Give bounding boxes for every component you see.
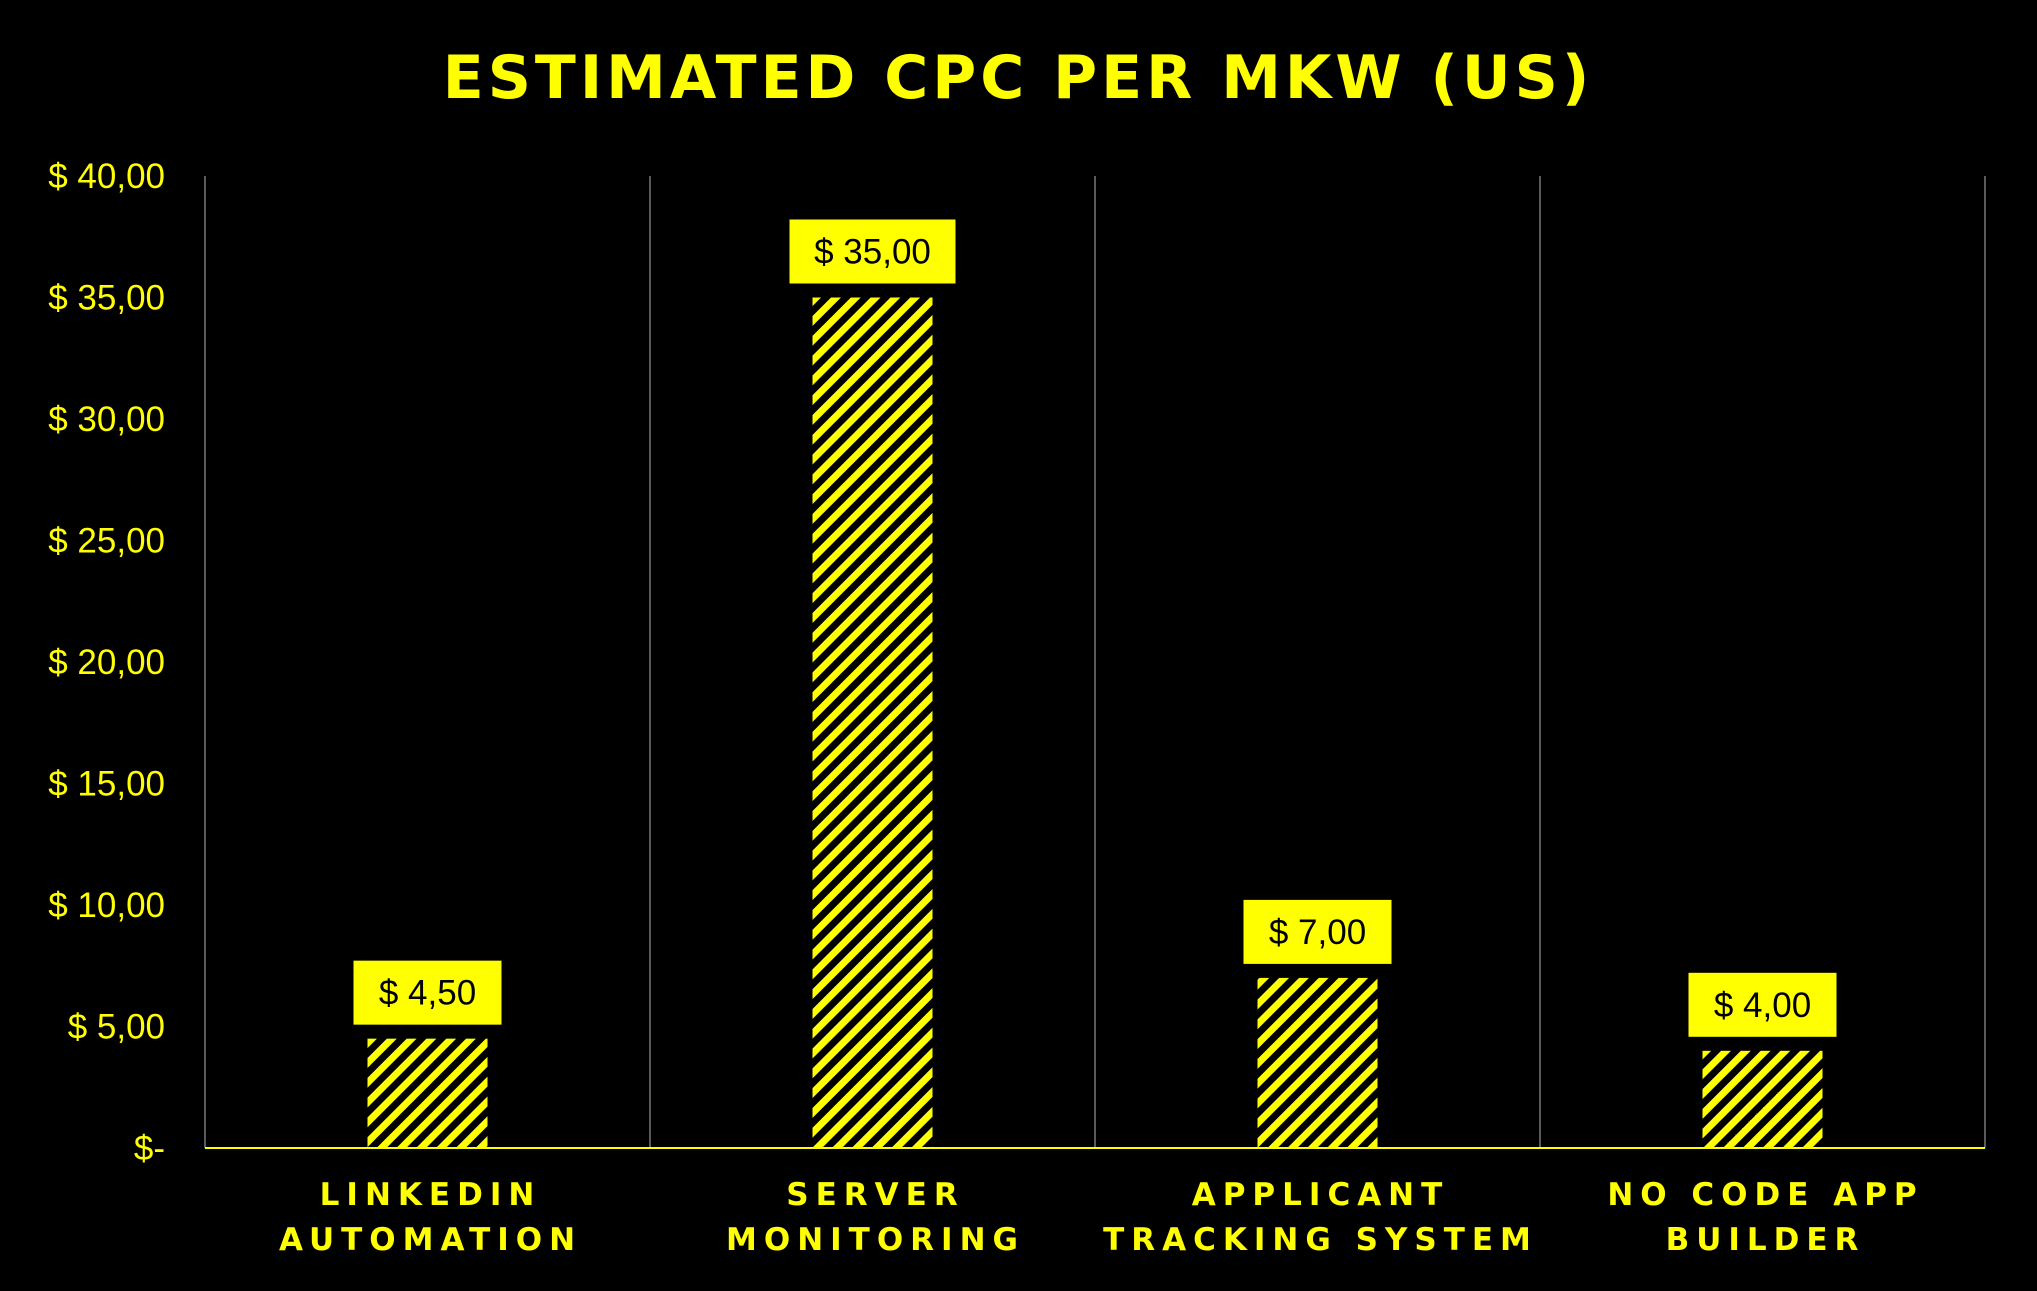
x-category-label: BUILDER	[1666, 1222, 1866, 1258]
data-label-text: $ 35,00	[814, 233, 931, 272]
bar	[1257, 977, 1378, 1148]
y-tick-label: $ 20,00	[48, 643, 165, 682]
x-category-label: MONITORING	[726, 1222, 1025, 1258]
data-label-box	[1688, 972, 1837, 1037]
data-label-text: $ 7,00	[1269, 913, 1366, 952]
y-tick-label: $ 10,00	[48, 886, 165, 925]
data-label: $ 4,50	[353, 960, 502, 1025]
x-category-label: SERVER	[786, 1177, 964, 1213]
bar	[812, 297, 933, 1148]
x-category-label: NO CODE APP	[1607, 1177, 1923, 1213]
data-label: $ 4,00	[1688, 972, 1837, 1037]
y-tick-label: $ 35,00	[48, 279, 165, 318]
x-category-label: LINKEDIN	[320, 1177, 542, 1213]
grid-lines	[204, 176, 1986, 1148]
x-axis-labels: LINKEDIN AUTOMATION SERVER MONITORING APPLIC…	[279, 1177, 1923, 1258]
bar	[367, 1038, 488, 1148]
chart-title: ESTIMATED CPC PER MKW (US)	[443, 43, 1594, 113]
data-label: $ 35,00	[789, 219, 956, 284]
x-category-label: TRACKING SYSTEM	[1103, 1222, 1538, 1258]
y-axis-ticks: $- $ 5,00 $ 10,00 $ 15,00 $ 20,00 $ 25,00 $ 30…	[48, 157, 165, 1168]
data-label-box	[353, 960, 502, 1025]
y-tick-label: $ 5,00	[68, 1008, 165, 1047]
data-label-box	[789, 219, 956, 284]
x-category-label: APPLICANT	[1192, 1177, 1450, 1213]
y-tick-label: $ 15,00	[48, 765, 165, 804]
bar	[1702, 1050, 1823, 1148]
data-labels: $ 4,50 $ 35,00 $ 7,00 $ 4,00	[353, 219, 1837, 1037]
y-tick-label: $-	[134, 1129, 165, 1168]
bars	[367, 297, 1823, 1148]
y-tick-label: $ 40,00	[48, 157, 165, 196]
data-label-box	[1243, 899, 1392, 964]
x-category-label: AUTOMATION	[279, 1222, 582, 1258]
data-label: $ 7,00	[1243, 899, 1392, 964]
data-label-text: $ 4,00	[1714, 986, 1811, 1025]
data-label-text: $ 4,50	[379, 974, 476, 1013]
y-tick-label: $ 30,00	[48, 400, 165, 439]
y-tick-label: $ 25,00	[48, 522, 165, 561]
